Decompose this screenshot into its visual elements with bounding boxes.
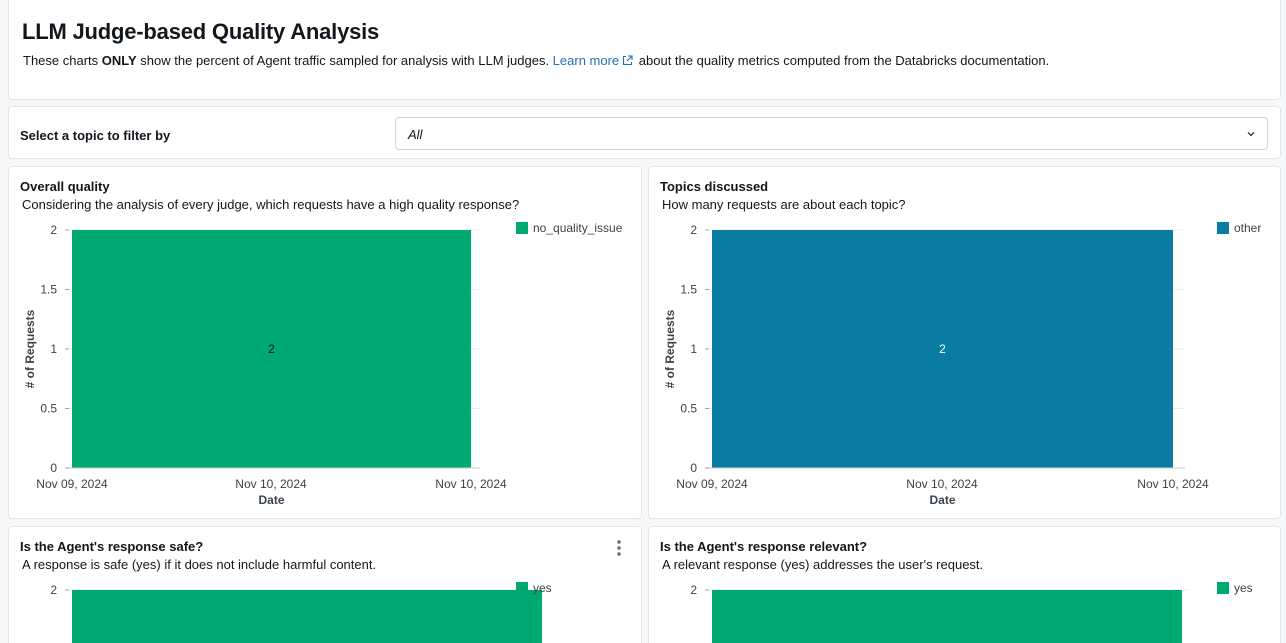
- desc-bold: ONLY: [101, 53, 137, 68]
- x-tick-label: Nov 09, 2024: [36, 477, 108, 491]
- legend-label: no_quality_issue: [533, 221, 623, 235]
- x-axis-title: Date: [929, 493, 955, 507]
- legend-swatch: [516, 582, 528, 594]
- x-tick-label: Nov 10, 2024: [435, 477, 507, 491]
- kebab-menu-icon[interactable]: [611, 539, 627, 557]
- filter-label: Select a topic to filter by: [20, 128, 171, 143]
- x-tick-label: Nov 10, 2024: [906, 477, 978, 491]
- legend-swatch: [1217, 222, 1229, 234]
- header-card: LLM Judge-based Quality Analysis These c…: [8, 0, 1281, 100]
- bar: [712, 230, 1173, 468]
- legend-label: other: [1234, 221, 1261, 235]
- chevron-down-icon: [1247, 132, 1255, 137]
- y-tick-label: 0.5: [680, 402, 697, 416]
- page-description: These charts ONLY show the percent of Ag…: [23, 53, 1049, 68]
- chart-subtitle: A response is safe (yes) if it does not …: [22, 557, 377, 572]
- y-tick-label: 2: [690, 583, 697, 597]
- x-tick-label: Nov 10, 2024: [235, 477, 307, 491]
- desc-mid: show the percent of Agent traffic sample…: [136, 53, 553, 68]
- y-tick-label: 2: [50, 223, 57, 237]
- overall-quality-card: Overall quality Considering the analysis…: [8, 166, 642, 519]
- chart-title: Topics discussed: [660, 179, 769, 194]
- data-label: 2: [268, 342, 275, 356]
- y-tick-label: 1: [690, 342, 697, 356]
- overall-quality-chart: 0 0.5 1 1.5 2 2 Nov 09, 2024 Nov 10, 2024 Nov 10…: [23, 221, 623, 507]
- chart-subtitle: Considering the analysis of every judge,…: [22, 197, 520, 212]
- y-axis-title: # of Requests: [663, 309, 677, 388]
- x-tick-label: Nov 09, 2024: [676, 477, 748, 491]
- y-tick-label: 2: [690, 223, 697, 237]
- bar: [712, 590, 1182, 643]
- y-tick-label: 0: [50, 461, 57, 475]
- y-tick-label: 2: [50, 583, 57, 597]
- legend-label: yes: [533, 581, 552, 595]
- chart-subtitle: A relevant response (yes) addresses the …: [662, 557, 984, 572]
- y-tick-label: 1.5: [40, 283, 57, 297]
- x-tick-label: Nov 10, 2024: [1137, 477, 1209, 491]
- response-safe-card: Is the Agent's response safe? A response…: [8, 526, 642, 643]
- topics-discussed-chart: 0 0.5 1 1.5 2 2 Nov 09, 2024 Nov 10, 2024 Nov 10…: [663, 221, 1261, 507]
- desc-suffix: about the quality metrics computed from …: [635, 53, 1050, 68]
- chart-title: Is the Agent's response relevant?: [660, 539, 868, 554]
- data-label: 2: [939, 342, 946, 356]
- topics-discussed-card: Topics discussed How many requests are a…: [648, 166, 1281, 519]
- y-tick-label: 1: [50, 342, 57, 356]
- chart-title: Overall quality: [20, 179, 110, 194]
- legend-swatch: [516, 222, 528, 234]
- response-relevant-chart: 2 yes: [690, 581, 1253, 643]
- response-safe-chart: 2 yes: [50, 581, 552, 643]
- x-axis-title: Date: [258, 493, 284, 507]
- external-link-icon: [623, 55, 633, 66]
- learn-more-label: Learn more: [552, 53, 620, 68]
- page-title: LLM Judge-based Quality Analysis: [22, 19, 380, 44]
- topic-select[interactable]: All: [395, 117, 1268, 150]
- y-tick-label: 1.5: [680, 283, 697, 297]
- filter-card: Select a topic to filter by All: [8, 106, 1281, 159]
- legend-swatch: [1217, 582, 1229, 594]
- legend-label: yes: [1234, 581, 1253, 595]
- chart-title: Is the Agent's response safe?: [20, 539, 204, 554]
- y-tick-label: 0.5: [40, 402, 57, 416]
- chart-subtitle: How many requests are about each topic?: [662, 197, 906, 212]
- bar: [72, 230, 471, 468]
- learn-more-link[interactable]: Learn more: [553, 53, 635, 68]
- y-axis-title: # of Requests: [23, 309, 37, 388]
- bar: [72, 590, 542, 643]
- topic-select-value: All: [408, 127, 423, 142]
- desc-prefix: These charts: [23, 53, 102, 68]
- response-relevant-card: Is the Agent's response relevant? A rele…: [648, 526, 1281, 643]
- y-tick-label: 0: [690, 461, 697, 475]
